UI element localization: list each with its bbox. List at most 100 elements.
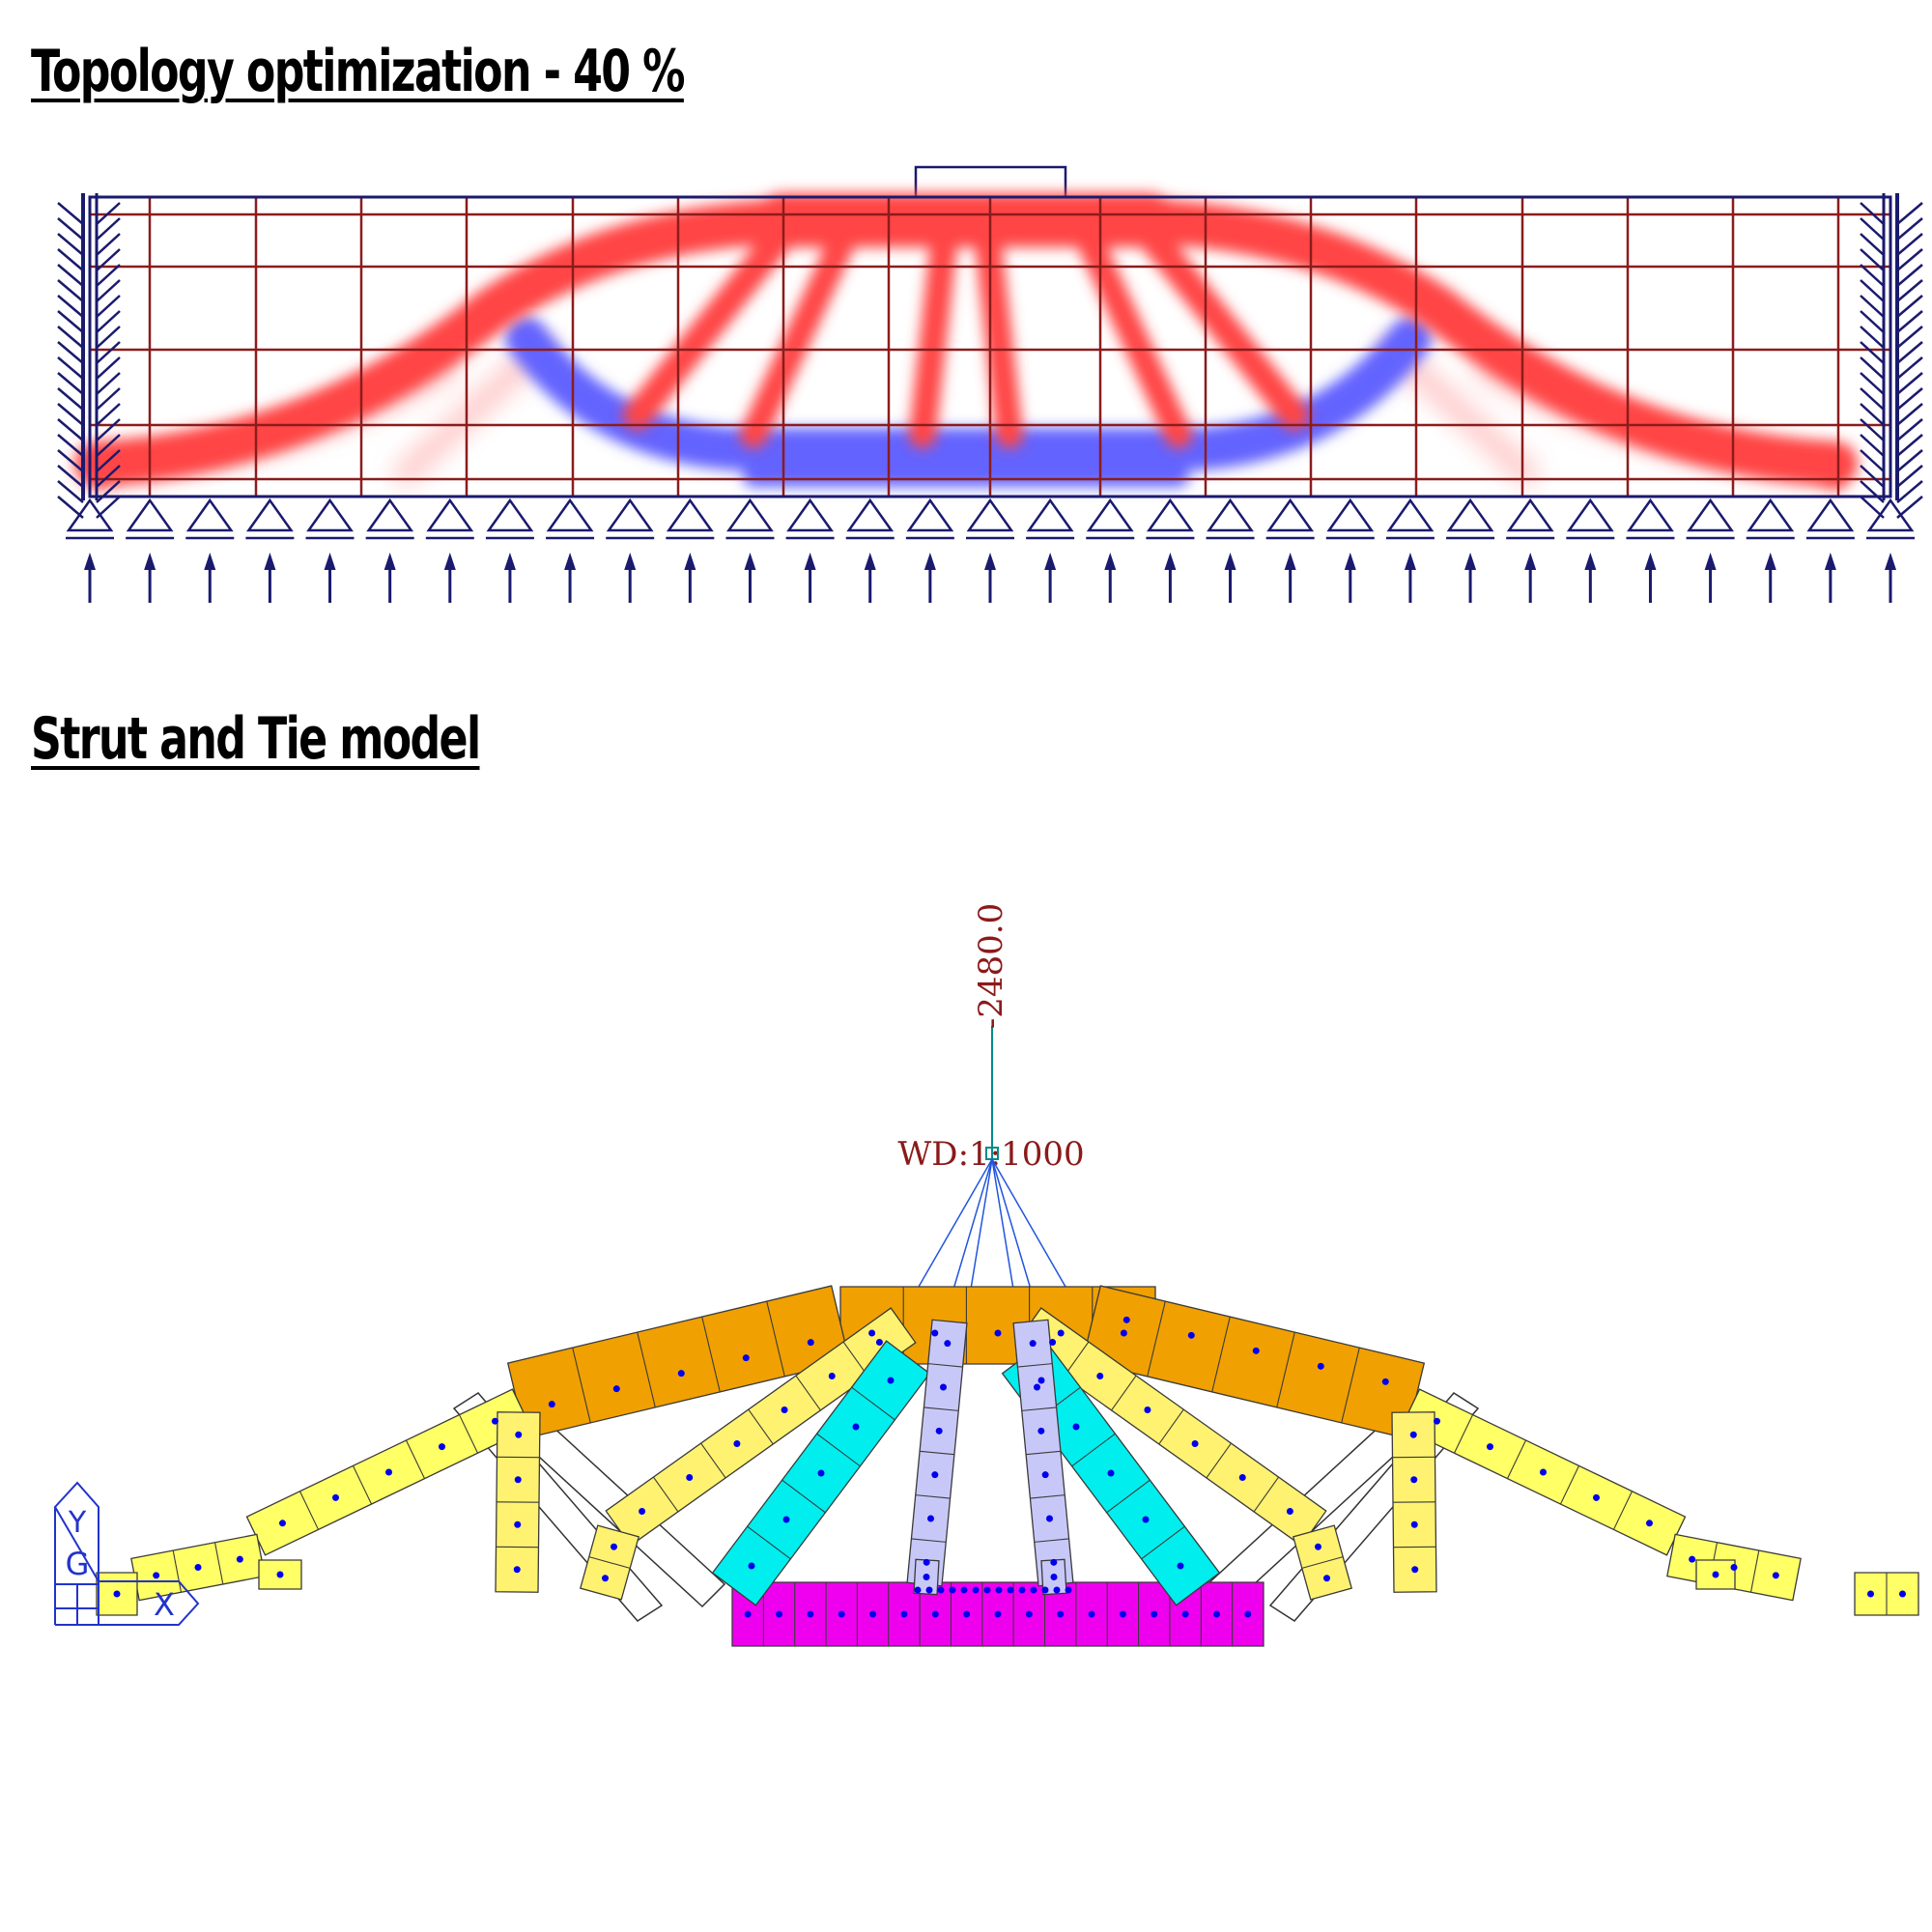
roller-triangle [185,497,234,532]
hatch-line [1896,279,1923,302]
node-point [994,1610,1002,1618]
hatch-line [57,449,84,472]
reaction-arrow-head [1704,553,1717,570]
segment-line [172,1549,183,1593]
roller-triangle [426,497,474,532]
node-point [838,1610,845,1618]
axis-y-label: Y [68,1506,87,1540]
hatch-line [96,387,121,411]
hatch-line [1860,372,1885,395]
node-point [1410,1476,1418,1484]
node-point [1487,1443,1493,1451]
node-point [744,1610,752,1618]
segment-line [842,1341,869,1378]
node-point [1410,1520,1418,1528]
roller-triangle [1446,497,1494,532]
right-orange-strut [1081,1285,1426,1439]
right-orange-strut-body [1081,1285,1426,1439]
segment-line [766,1300,785,1378]
right-small-node-body [1695,1559,1736,1590]
node-point [1177,1562,1184,1570]
hatch-line [96,449,121,472]
right-cyan-strut-body [1001,1340,1221,1606]
hatch-line [1860,465,1885,488]
node-point [960,1586,968,1594]
hatch-line [1860,387,1885,411]
node-point [602,1575,609,1582]
hatch-line [1896,326,1923,349]
node-point [869,1610,877,1618]
hatch-line [1896,434,1923,457]
node-point [1007,1586,1014,1594]
node-point [817,1469,825,1477]
segment-line [1030,1494,1065,1499]
node-point [1187,1331,1195,1339]
right-end-block-body [1854,1572,1919,1616]
hatch-line [57,403,84,426]
load-spread-lines [899,1158,1085,1320]
node-point [1037,1377,1045,1384]
hatch-line [1860,449,1885,472]
segment-line [747,1525,791,1560]
right-end-block [1854,1572,1919,1616]
reaction-arrow-head [1344,553,1356,570]
hatch-line [57,387,84,411]
right-cyan-strut [1001,1340,1221,1606]
segment-line [588,1556,631,1569]
node-point [153,1572,160,1579]
hatch-line [1860,233,1885,256]
node-point [807,1610,814,1618]
reaction-arrow-head [204,553,216,570]
left-end-strut-body [130,1533,266,1602]
segment-line [1034,1538,1069,1543]
segment-line [851,1386,895,1421]
roller-triangle [1866,497,1915,532]
right-inner-yellow-strut [1015,1307,1327,1547]
reaction-arrow-head [84,553,96,570]
node-point [994,1329,1002,1337]
hatch-line [96,217,121,241]
right-outer-arch-body [1400,1388,1687,1556]
right-fixed-support [1860,193,1923,519]
node-point [1689,1555,1696,1563]
node-point [1151,1610,1158,1618]
reaction-arrows [84,553,1896,603]
node-point [1018,1586,1026,1594]
roller-triangle [846,497,895,532]
right-vertical-strut-body [1391,1411,1437,1593]
hatch-line [57,480,84,503]
hatch-line [96,326,121,349]
roller-triangle [1146,497,1194,532]
node-point [1065,1586,1072,1594]
segment-line [1453,1414,1474,1454]
node-point [914,1586,922,1594]
node-point [887,1377,895,1384]
node-point [1122,1316,1130,1323]
bottom-tie-body [731,1581,1264,1647]
segment-line [1071,1433,1116,1467]
node-point [776,1610,783,1618]
segment-line [1141,1525,1185,1560]
right-small-node [1695,1559,1736,1590]
node-point [1712,1571,1719,1578]
node-point [1181,1610,1189,1618]
roller-supports [66,497,1915,540]
hatch-line [1860,403,1885,426]
node-point [940,1383,947,1391]
hatch-line [96,418,121,441]
segment-line [1276,1331,1295,1408]
reaction-arrow-head [804,553,816,570]
node-point [1049,1339,1057,1346]
node-point [1120,1329,1127,1337]
segment-line [1708,1542,1719,1585]
segment-line [1506,1439,1527,1479]
load-value-label: -2480.0 [972,903,1010,1029]
strut-tie-title: Strut and Tie model [31,705,481,773]
reaction-arrow-head [1885,553,1896,570]
hatch-line [1896,264,1923,287]
segment-line [923,1406,959,1411]
load-plate [914,165,1067,199]
node-point [875,1339,883,1346]
segment-line [927,1363,963,1368]
node-point [385,1468,392,1476]
